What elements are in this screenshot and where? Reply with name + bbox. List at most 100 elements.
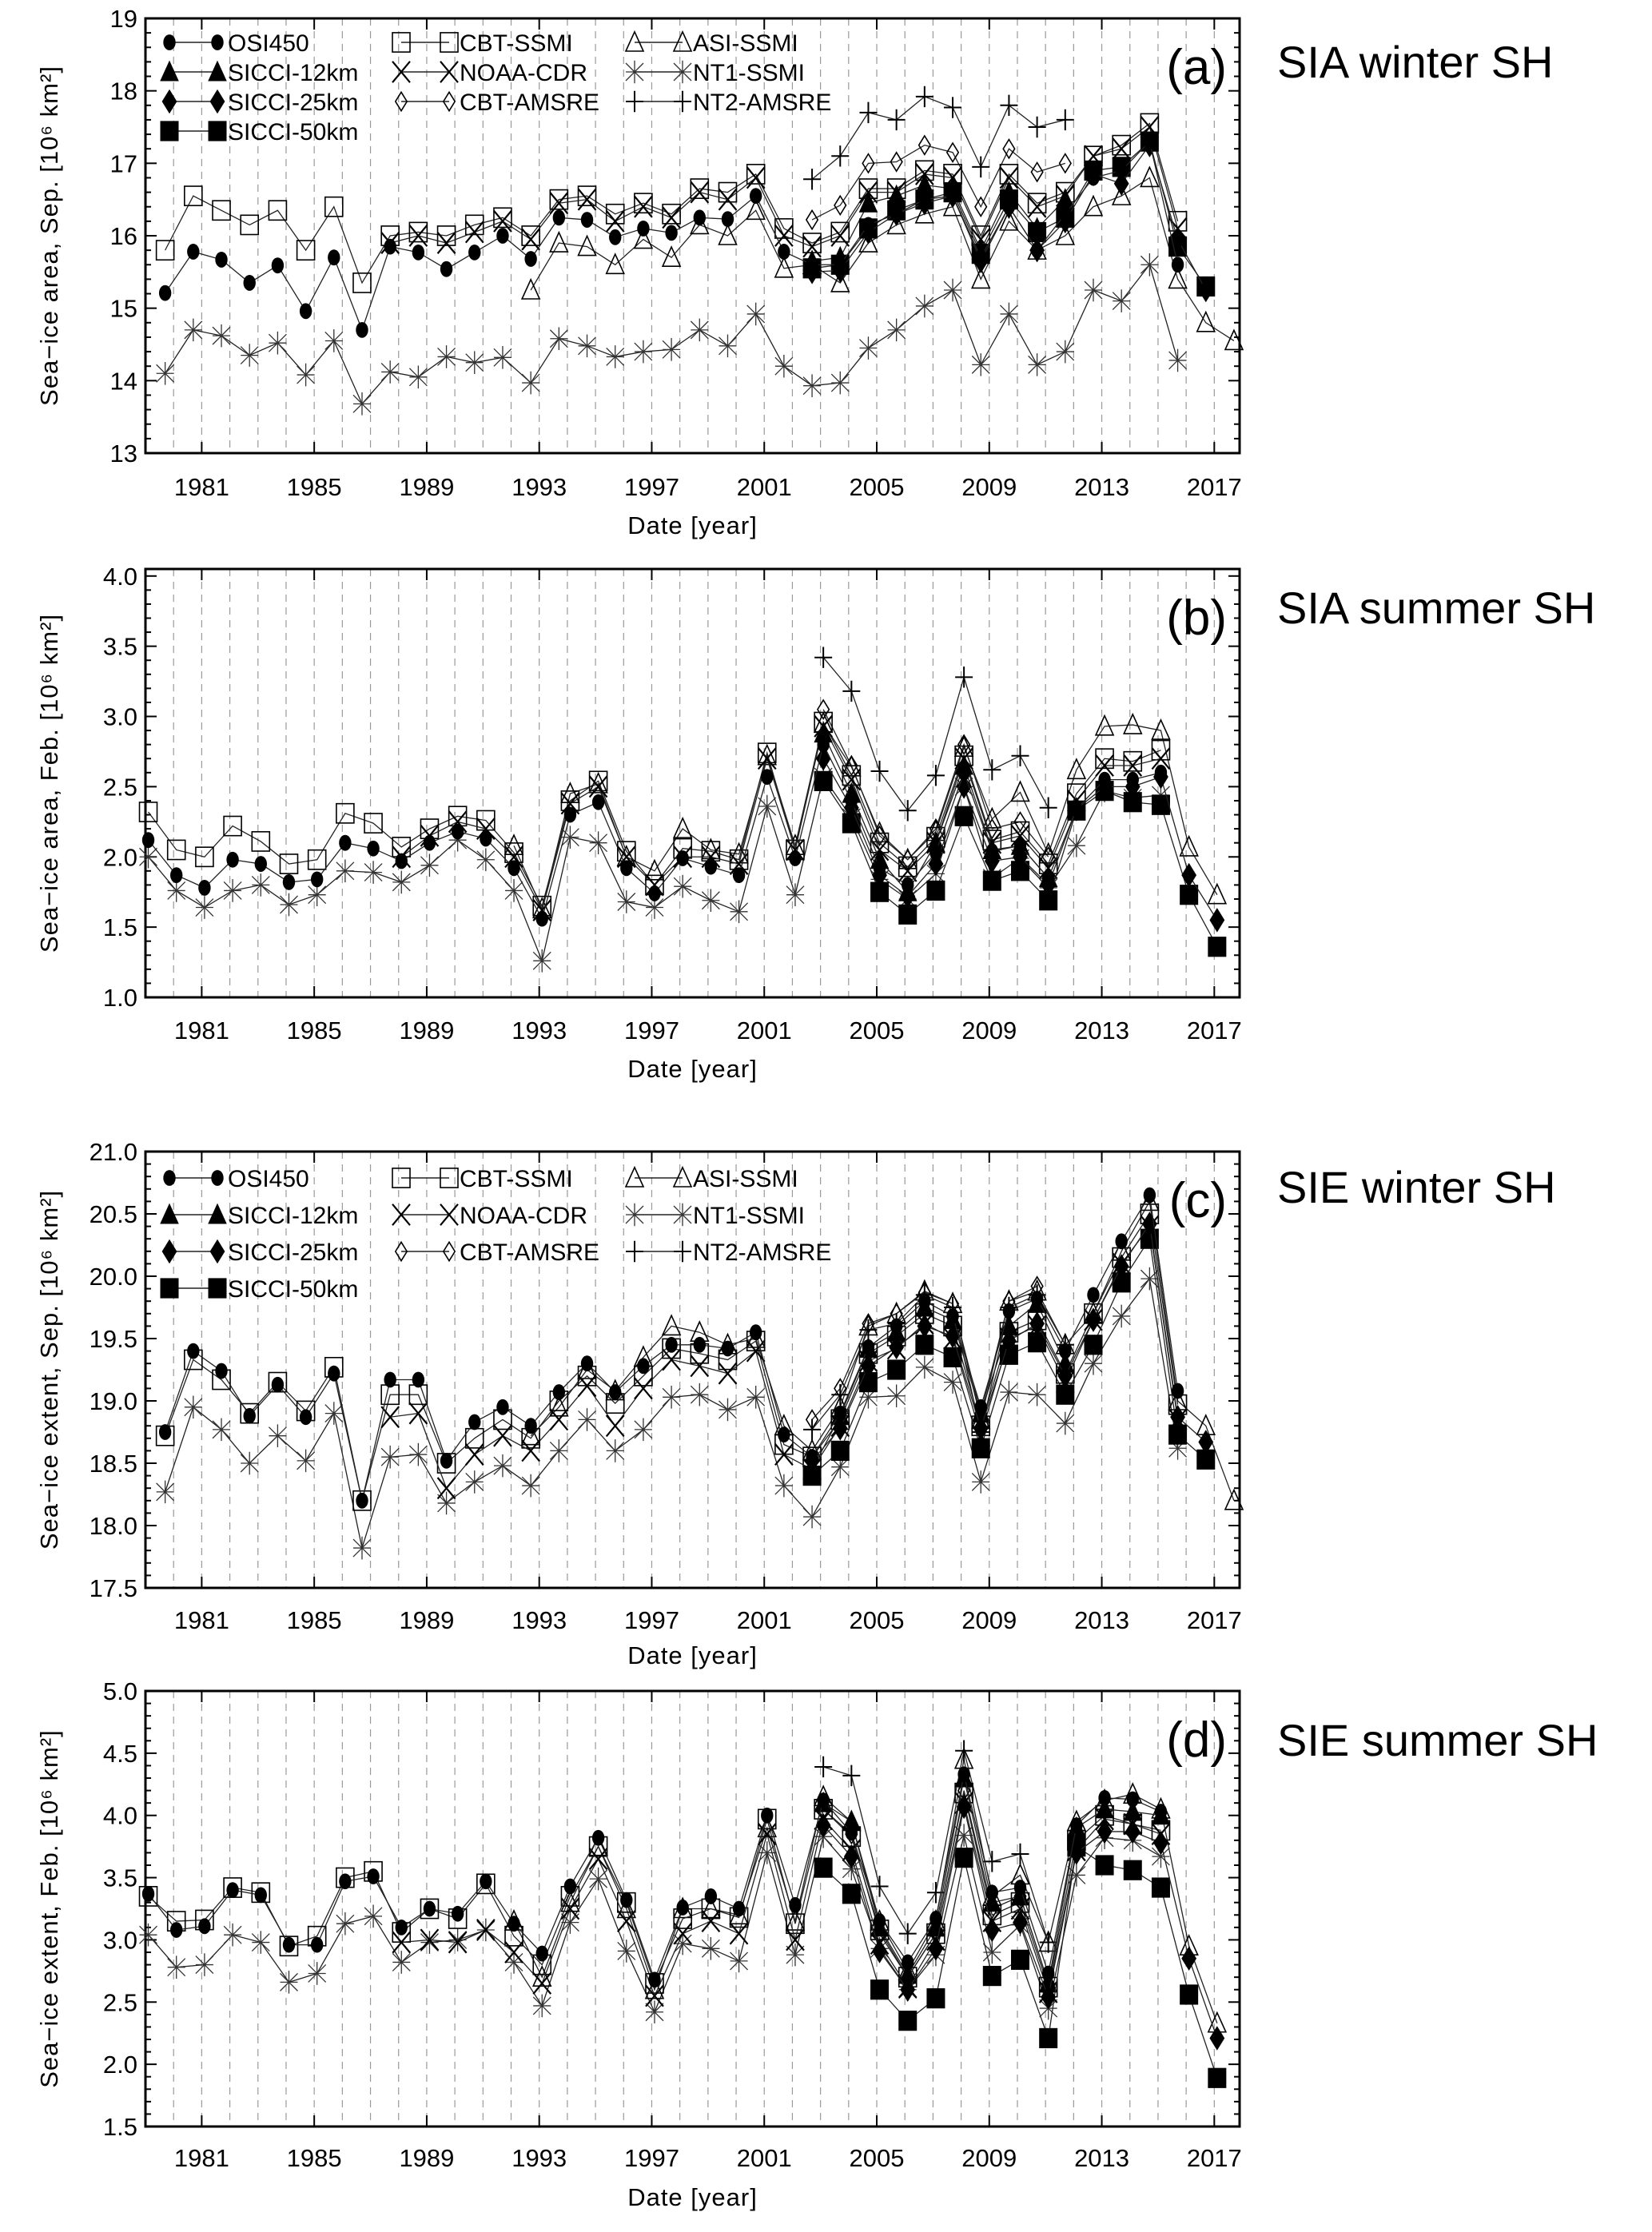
point-osi450 [535, 1945, 548, 1962]
point-nt1-ssmi [999, 1380, 1018, 1404]
point-osi450 [704, 858, 718, 875]
point-nt1-ssmi [673, 874, 692, 898]
point-sicci-25km [861, 1354, 876, 1379]
series-line-nt2-amsre [811, 96, 1065, 180]
legend-label: CBT-AMSRE [460, 1239, 599, 1266]
point-cbt-ssmi [898, 856, 918, 877]
point-noaa-cdr [549, 1408, 569, 1431]
point-asi-ssmi [1055, 223, 1076, 245]
legend-marker [160, 60, 179, 82]
point-sicci-25km [900, 1977, 916, 2002]
y-tick-label: 1.5 [103, 2113, 137, 2141]
point-cbt-ssmi [436, 225, 456, 246]
legend-marker [209, 1239, 225, 1264]
legend-marker [392, 1168, 411, 1188]
point-cbt-ssmi [195, 846, 214, 868]
legend-marker [163, 1170, 176, 1186]
point-nt2-amsre [1011, 1843, 1029, 1865]
point-osi450 [552, 209, 566, 226]
point-osi450 [339, 834, 352, 851]
legend-marker [161, 89, 177, 114]
panel-title: SIE winter SH [1277, 1162, 1556, 1212]
point-cbt-ssmi [307, 849, 327, 870]
point-nt1-ssmi [690, 318, 709, 342]
x-tick-label: 1985 [287, 473, 342, 501]
point-osi450 [974, 1398, 987, 1415]
point-nt1-ssmi [589, 1867, 608, 1891]
point-nt2-amsre [870, 1876, 889, 1897]
point-osi450 [1098, 771, 1111, 788]
point-cbt-amsre [974, 196, 988, 217]
point-asi-ssmi [644, 858, 665, 881]
point-nt2-amsre [1011, 745, 1029, 766]
x-tick-label: 2017 [1187, 2144, 1242, 2172]
point-osi450 [749, 188, 762, 205]
point-noaa-cdr [588, 775, 608, 798]
point-nt2-amsre [898, 800, 917, 822]
legend-label: NT1-SSMI [693, 60, 805, 86]
point-asi-ssmi [970, 267, 991, 289]
legend-marker [440, 61, 459, 83]
point-osi450 [1126, 771, 1139, 788]
point-osi450 [170, 1922, 183, 1938]
point-cbt-ssmi [223, 815, 242, 837]
point-osi450 [243, 275, 256, 291]
point-osi450 [591, 1829, 605, 1846]
legend-marker [440, 1168, 459, 1188]
point-cbt-ssmi [268, 200, 288, 221]
point-nt1-ssmi [268, 331, 287, 355]
point-nt1-ssmi [251, 1931, 270, 1954]
point-nt1-ssmi [280, 893, 298, 917]
point-sicci-12km [858, 191, 878, 213]
point-osi450 [845, 793, 858, 809]
point-osi450 [141, 832, 155, 849]
x-tick-label: 2013 [1074, 2144, 1129, 2172]
legend-label: CBT-SSMI [460, 1166, 573, 1192]
point-osi450 [254, 1887, 267, 1904]
point-cbt-amsre [1058, 153, 1072, 174]
point-nt2-amsre [870, 760, 889, 782]
point-osi450 [918, 191, 931, 208]
point-nt1-ssmi [1028, 1383, 1047, 1406]
point-nt1-ssmi [758, 794, 777, 818]
point-nt1-ssmi [802, 1505, 822, 1529]
point-osi450 [1002, 1303, 1016, 1319]
legend-label: NOAA-CDR [460, 1203, 587, 1229]
point-osi450 [946, 1308, 959, 1324]
point-osi450 [609, 229, 622, 245]
legend-marker [440, 32, 459, 53]
point-asi-ssmi [1168, 267, 1188, 289]
point-nt1-ssmi [858, 336, 878, 360]
point-nt1-ssmi [223, 1923, 242, 1947]
x-axis-label: Date [year] [627, 1641, 758, 1669]
point-sicci-25km [1198, 277, 1214, 303]
point-nt1-ssmi [802, 374, 822, 397]
point-cbt-ssmi [493, 207, 512, 229]
x-axis-label: Date [year] [627, 511, 758, 539]
series-nt2-amsre [814, 647, 1057, 822]
series-line-cbt-amsre [811, 144, 1065, 221]
point-asi-ssmi [999, 209, 1019, 231]
point-osi450 [254, 856, 267, 872]
point-noaa-cdr [662, 206, 681, 229]
point-nt1-ssmi [786, 1943, 805, 1967]
point-nt1-ssmi [1084, 1351, 1103, 1375]
point-noaa-cdr [690, 1355, 710, 1378]
legend-label: SICCI-25km [228, 1239, 358, 1266]
point-nt1-ssmi [1140, 1267, 1159, 1291]
legend-marker [442, 1240, 456, 1263]
point-sicci-25km [984, 1917, 1000, 1943]
point-osi450 [451, 823, 464, 840]
point-asi-ssmi [644, 1977, 665, 1999]
point-asi-ssmi [914, 201, 935, 224]
point-noaa-cdr [436, 1477, 456, 1500]
point-nt2-amsre [842, 1765, 861, 1787]
point-osi450 [957, 764, 970, 781]
point-nt1-ssmi [701, 889, 720, 913]
point-sicci-25km [1181, 862, 1197, 888]
point-osi450 [761, 1807, 774, 1824]
point-sicci-25km [1170, 227, 1185, 252]
point-noaa-cdr [718, 1362, 738, 1385]
series-sicci-50km [802, 1228, 1216, 1486]
point-cbt-ssmi [786, 1913, 805, 1935]
